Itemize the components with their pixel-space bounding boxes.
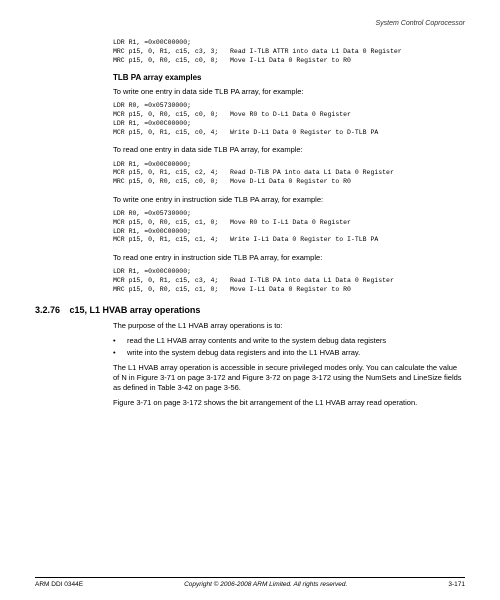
footer-left: ARM DDI 0344E	[35, 581, 83, 588]
body-text-3: To write one entry in instruction side T…	[113, 195, 465, 205]
code-block-2: LDR R0, =0x05730000; MCR p15, 0, R0, c15…	[113, 102, 465, 137]
subheading-tlb-pa: TLB PA array examples	[113, 73, 465, 82]
list-item: • write into the system debug data regis…	[113, 348, 465, 358]
page-container: System Control Coprocessor LDR R1, =0x00…	[0, 0, 500, 600]
page-header: System Control Coprocessor	[35, 20, 465, 27]
bullet-text: read the L1 HVAB array contents and writ…	[127, 336, 386, 346]
section-title: c15, L1 HVAB array operations	[70, 305, 201, 315]
bullet-text: write into the system debug data registe…	[127, 348, 360, 358]
code-block-5: LDR R1, =0x00C00000; MCR p15, 0, R1, c15…	[113, 268, 465, 294]
footer-page-number: 3-171	[448, 581, 465, 588]
body-text-7: Figure 3-71 on page 3-172 shows the bit …	[113, 398, 465, 408]
code-block-1: LDR R1, =0x00C00000; MRC p15, 0, R1, c15…	[113, 39, 465, 65]
list-item: • read the L1 HVAB array contents and wr…	[113, 336, 465, 346]
body-text-4: To read one entry in instruction side TL…	[113, 253, 465, 263]
body-text-6: The L1 HVAB array operation is accessibl…	[113, 363, 465, 393]
section-number: 3.2.76	[35, 305, 67, 315]
body-text-2: To read one entry in data side TLB PA ar…	[113, 145, 465, 155]
bullet-icon: •	[113, 348, 127, 358]
code-block-4: LDR R0, =0x05730000; MCR p15, 0, R0, c15…	[113, 210, 465, 245]
section-heading: 3.2.76 c15, L1 HVAB array operations	[35, 305, 465, 315]
code-block-3: LDR R1, =0x00C00000; MCR p15, 0, R1, c15…	[113, 161, 465, 187]
footer-copyright: Copyright © 2006-2008 ARM Limited. All r…	[184, 581, 347, 588]
bullet-icon: •	[113, 336, 127, 346]
body-text-1: To write one entry in data side TLB PA a…	[113, 87, 465, 97]
page-footer: ARM DDI 0344E Copyright © 2006-2008 ARM …	[35, 577, 465, 588]
body-text-5: The purpose of the L1 HVAB array operati…	[113, 321, 465, 331]
bullet-list: • read the L1 HVAB array contents and wr…	[113, 336, 465, 358]
